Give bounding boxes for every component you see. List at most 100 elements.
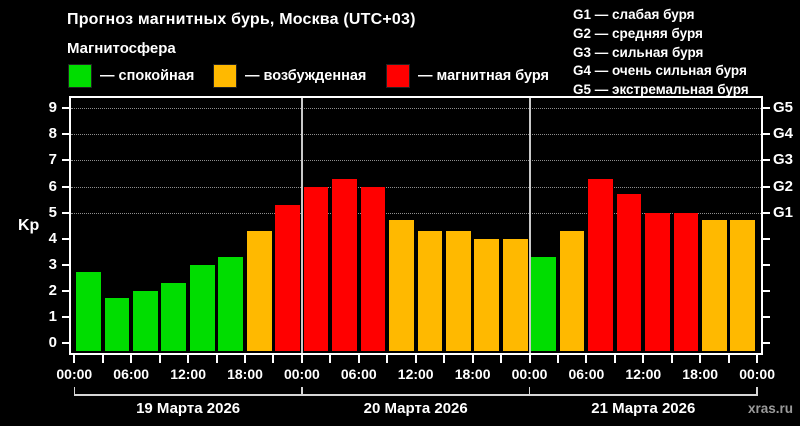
x-axis-tick <box>443 355 446 363</box>
date-bracket-tick <box>756 387 758 396</box>
right-axis-tick <box>762 107 770 110</box>
x-tick-label: 18:00 <box>454 366 491 382</box>
x-tick-label: 00:00 <box>739 366 775 382</box>
x-axis-tick <box>500 355 503 363</box>
storm-scale-item-g4: G4 — очень сильная буря <box>573 63 747 79</box>
kp-bar <box>474 238 500 351</box>
kp-bar <box>133 290 158 351</box>
x-axis-tick <box>130 355 133 363</box>
right-axis-tick <box>762 185 770 188</box>
x-axis-tick <box>699 355 702 363</box>
right-axis-tick <box>762 341 770 344</box>
legend-swatch-quiet <box>68 64 92 88</box>
right-axis-tick <box>762 211 770 214</box>
right-axis-label-g4: G4 <box>773 125 794 143</box>
x-tick-label: 06:00 <box>568 366 605 382</box>
y-tick-label: 6 <box>48 177 57 195</box>
x-axis-tick <box>556 355 559 363</box>
legend-item-storm: — магнитная буря <box>386 64 549 88</box>
y-tick-label: 5 <box>48 203 57 221</box>
gridline-kp6 <box>71 186 761 188</box>
date-bracket-line <box>74 394 758 396</box>
x-axis-tick <box>215 355 218 363</box>
legend-swatch-unsettled <box>213 64 237 88</box>
magnetosphere-label: Магнитосфера <box>67 40 176 57</box>
legend-label-quiet: — спокойная <box>100 68 195 84</box>
x-axis-tick <box>613 355 616 363</box>
x-tick-label: 18:00 <box>227 366 263 382</box>
y-axis-tick <box>62 237 70 240</box>
x-tick-label: 00:00 <box>56 366 93 382</box>
y-tick-label: 9 <box>48 99 57 117</box>
kp-bar <box>360 186 386 351</box>
date-label: 21 Марта 2026 <box>591 400 696 417</box>
x-tick-label: 12:00 <box>170 366 206 382</box>
right-axis-tick <box>762 263 770 266</box>
storm-scale-item-g2: G2 — средняя буря <box>573 25 703 41</box>
kp-bar <box>588 178 613 351</box>
y-axis-tick <box>62 263 70 266</box>
y-axis-title: Kp <box>18 217 40 234</box>
y-tick-label: 2 <box>48 281 57 299</box>
right-axis-tick <box>762 133 770 136</box>
kp-bar <box>161 282 187 351</box>
x-axis-tick <box>585 355 588 363</box>
y-axis-tick <box>62 211 70 214</box>
gridline-kp7 <box>71 160 761 162</box>
kp-bar <box>616 194 642 351</box>
kp-bar <box>218 256 244 351</box>
y-axis-tick <box>62 107 70 110</box>
y-tick-label: 1 <box>48 307 57 325</box>
legend-label-storm: — магнитная буря <box>418 68 550 84</box>
y-axis-tick <box>62 341 70 344</box>
right-axis-label-g2: G2 <box>773 177 794 195</box>
gridline-kp5 <box>71 212 761 214</box>
kp-bar <box>332 178 357 351</box>
kp-bar <box>275 204 301 351</box>
date-bracket-tick <box>301 387 303 396</box>
date-bracket-tick <box>528 387 531 396</box>
storm-scale-legend: G1 — слабая буря G2 — средняя буря G3 — си… <box>573 6 749 100</box>
right-axis-tick <box>762 159 770 162</box>
watermark: xras.ru <box>747 401 793 416</box>
x-axis-tick <box>642 355 645 363</box>
right-axis-tick <box>762 315 770 318</box>
y-tick-label: 8 <box>48 125 57 143</box>
gridline-kp8 <box>71 134 761 136</box>
chart-title: Прогноз магнитных бурь, Москва (UTC+03) <box>67 11 416 28</box>
y-tick-label: 4 <box>48 229 57 247</box>
y-axis-tick <box>62 159 70 162</box>
y-axis-tick <box>62 133 70 136</box>
x-tick-label: 00:00 <box>511 366 548 382</box>
x-axis-tick <box>727 355 730 363</box>
kp-bar <box>417 230 443 351</box>
x-axis-tick <box>158 355 161 363</box>
x-axis-tick <box>300 355 303 363</box>
day-separator-line <box>528 98 531 353</box>
kp-bar <box>76 272 101 351</box>
kp-bar <box>502 238 528 351</box>
kp-bar <box>730 220 756 351</box>
kp-bar <box>445 230 471 351</box>
legend-item-quiet: — спокойная <box>68 64 194 88</box>
x-tick-label: 06:00 <box>340 366 377 382</box>
plot-area <box>69 96 763 355</box>
x-axis-tick <box>244 355 246 363</box>
x-tick-label: 12:00 <box>625 366 662 382</box>
x-axis-tick <box>471 355 474 363</box>
date-label: 20 Марта 2026 <box>363 400 468 417</box>
right-axis-label-g5: G5 <box>773 99 794 117</box>
gridline-kp9 <box>71 108 761 110</box>
kp-bar <box>246 230 272 351</box>
right-axis-label-g3: G3 <box>773 151 794 169</box>
date-bracket-tick <box>73 387 75 396</box>
date-label: 19 Марта 2026 <box>136 400 241 417</box>
kp-bar <box>104 298 130 351</box>
day-separator-line <box>300 98 303 353</box>
x-axis-tick <box>272 355 275 363</box>
x-axis-tick <box>670 355 673 363</box>
kp-bar <box>702 220 727 351</box>
y-tick-label: 7 <box>48 151 57 169</box>
x-axis-tick <box>101 355 104 363</box>
